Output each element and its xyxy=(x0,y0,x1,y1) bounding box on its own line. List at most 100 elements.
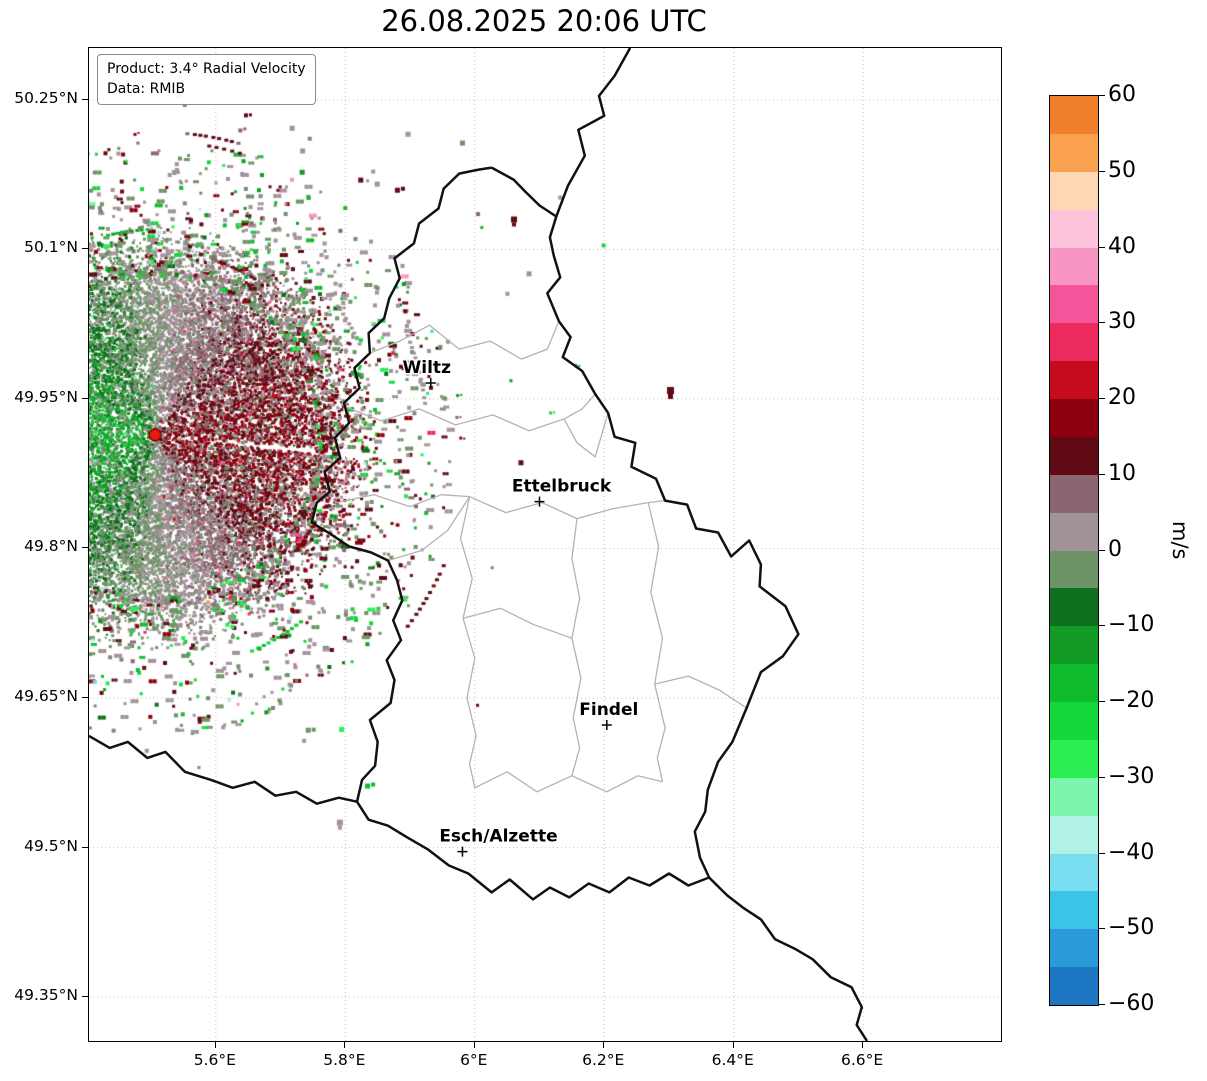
annotation-product-line: Product: 3.4° Radial Velocity xyxy=(107,61,306,77)
lon-tick-label: 5.6°E xyxy=(193,1051,236,1069)
lon-tick-label: 6.2°E xyxy=(582,1051,625,1069)
colorbar-tick-mark xyxy=(1099,549,1105,551)
colorbar-unit-label: m/s xyxy=(1168,521,1192,560)
colorbar-tick-mark xyxy=(1099,322,1105,324)
radar-velocity-field xyxy=(89,48,1001,1041)
district-border xyxy=(462,607,573,639)
lat-tick-label: 50.25°N xyxy=(14,88,78,107)
district-border xyxy=(387,496,471,562)
colorbar-tick-mark xyxy=(1099,776,1105,778)
lon-tick-mark xyxy=(214,1041,216,1048)
city-marker xyxy=(534,496,545,507)
colorbar-tick-label: 40 xyxy=(1108,233,1136,259)
city-marker xyxy=(457,846,468,857)
lat-tick-label: 49.35°N xyxy=(14,986,78,1005)
colorbar-tick-mark xyxy=(1099,625,1105,627)
colorbar-tick-label: −20 xyxy=(1108,688,1155,713)
lat-tick-label: 49.8°N xyxy=(24,537,78,556)
colorbar-tick-label: 30 xyxy=(1108,309,1136,335)
colorbar-tick-mark xyxy=(1099,1004,1105,1005)
map-plot: Wiltz Ettelbruck Findel Esch/Alzette Produc… xyxy=(88,47,1002,1042)
lat-tick-label: 49.65°N xyxy=(14,687,78,706)
colorbar-tick-label: −50 xyxy=(1108,915,1155,941)
colorbar xyxy=(1049,95,1099,1006)
colorbar-band xyxy=(1050,285,1098,324)
district-border xyxy=(654,675,747,709)
colorbar-tick-label: 10 xyxy=(1108,460,1136,486)
district-border xyxy=(336,494,666,520)
colorbar-band xyxy=(1050,209,1098,248)
product-annotation: Product: 3.4° Radial Velocity Data: RMIB xyxy=(97,54,316,105)
colorbar-band xyxy=(1050,626,1098,665)
lon-tick-label: 6°E xyxy=(460,1051,488,1069)
colorbar-tick-label: 0 xyxy=(1108,536,1122,562)
city-marker xyxy=(601,719,612,730)
colorbar-band xyxy=(1050,815,1098,854)
colorbar-band xyxy=(1050,96,1098,134)
colorbar-tick-mark xyxy=(1099,398,1105,399)
colorbar-tick-label: −30 xyxy=(1108,763,1155,789)
city-label: Esch/Alzette xyxy=(439,827,557,847)
lat-tick-label: 50.1°N xyxy=(24,238,78,257)
district-border xyxy=(369,320,560,360)
colorbar-tick-label: 50 xyxy=(1108,157,1136,183)
map-overlay-layer: Wiltz Ettelbruck Findel Esch/Alzette xyxy=(89,48,869,1041)
lon-tick-label: 6.6°E xyxy=(841,1051,884,1069)
district-border xyxy=(571,518,582,776)
national-border xyxy=(555,48,632,217)
figure-title: 26.08.2025 20:06 UTC xyxy=(381,4,707,38)
colorbar-tick-mark xyxy=(1099,246,1105,248)
city-label: Wiltz xyxy=(403,358,452,378)
lon-tick-label: 5.8°E xyxy=(323,1051,366,1069)
colorbar-band xyxy=(1050,512,1098,551)
annotation-data-line: Data: RMIB xyxy=(107,81,186,98)
colorbar-band xyxy=(1050,171,1098,210)
lat-tick-label: 49.5°N xyxy=(24,836,78,855)
colorbar-band xyxy=(1050,323,1098,362)
city-marker xyxy=(425,377,436,388)
colorbar-tick-label: 60 xyxy=(1108,82,1136,107)
district-border xyxy=(474,771,663,793)
colorbar-band xyxy=(1050,133,1098,172)
colorbar-band xyxy=(1050,550,1098,589)
colorbar-tick-mark xyxy=(1099,95,1105,96)
colorbar-band xyxy=(1050,739,1098,778)
colorbar-band xyxy=(1050,399,1098,437)
colorbar-band xyxy=(1050,777,1098,816)
colorbar-tick-label: −40 xyxy=(1108,839,1155,865)
district-border xyxy=(563,412,609,458)
colorbar-band xyxy=(1050,664,1098,702)
colorbar-tick-mark xyxy=(1099,852,1105,854)
colorbar-band xyxy=(1050,853,1098,892)
city-label: Findel xyxy=(579,700,638,720)
lon-tick-label: 6.4°E xyxy=(711,1051,754,1069)
lon-tick-mark xyxy=(603,1041,605,1048)
colorbar-band xyxy=(1050,436,1098,475)
colorbar-band xyxy=(1050,361,1098,399)
lon-tick-mark xyxy=(473,1041,475,1048)
colorbar-tick-label: −60 xyxy=(1108,991,1155,1016)
colorbar-band xyxy=(1050,702,1098,740)
country-border-luxembourg xyxy=(310,166,800,901)
colorbar-tick-label: −10 xyxy=(1108,612,1155,638)
colorbar-tick-mark xyxy=(1099,473,1105,475)
district-border xyxy=(459,496,477,788)
colorbar-band xyxy=(1050,967,1098,1005)
lat-tick-label: 49.95°N xyxy=(14,387,78,406)
colorbar-band xyxy=(1050,588,1098,627)
colorbar-band xyxy=(1050,247,1098,286)
colorbar-band xyxy=(1050,929,1098,968)
lon-tick-mark xyxy=(732,1041,734,1048)
district-border xyxy=(345,393,596,432)
district-border xyxy=(647,502,666,782)
national-border xyxy=(708,876,869,1041)
colorbar-tick-mark xyxy=(1099,170,1105,172)
colorbar-tick-label: 20 xyxy=(1108,385,1136,410)
lon-tick-mark xyxy=(862,1041,864,1048)
colorbar-band xyxy=(1050,891,1098,930)
colorbar-tick-mark xyxy=(1099,928,1105,930)
colorbar-band xyxy=(1050,474,1098,513)
city-label: Ettelbruck xyxy=(512,477,612,497)
colorbar-tick-mark xyxy=(1099,701,1105,702)
